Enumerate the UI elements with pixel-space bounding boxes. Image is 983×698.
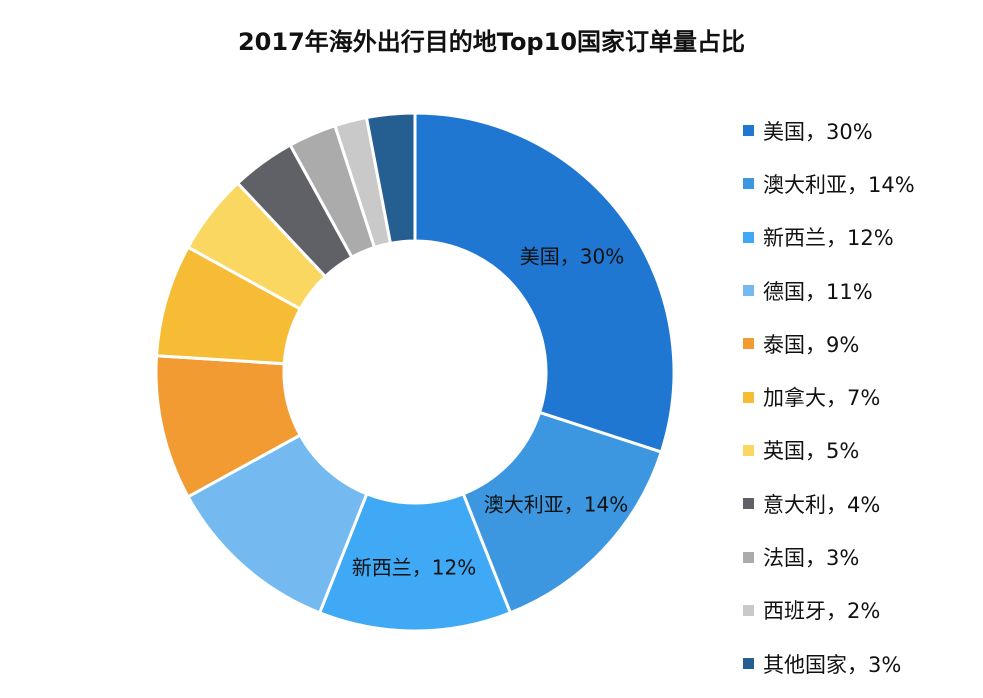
legend-swatch	[743, 125, 754, 137]
legend-swatch	[743, 604, 754, 616]
legend-swatch	[743, 285, 754, 297]
legend-label: 德国，11%	[763, 279, 873, 304]
legend-label: 新西兰，12%	[763, 226, 894, 251]
legend-item: 德国，11%	[743, 264, 915, 317]
legend-swatch	[743, 444, 754, 456]
legend-item: 澳大利亚，14%	[743, 157, 915, 210]
legend-label: 澳大利亚，14%	[763, 172, 915, 197]
legend-label: 泰国，9%	[763, 332, 860, 357]
slice-group	[154, 111, 676, 633]
legend-label: 加拿大，7%	[763, 386, 881, 411]
legend-label: 其他国家，3%	[763, 652, 902, 677]
slice-1	[413, 111, 676, 454]
legend-label: 意大利，4%	[763, 492, 881, 517]
legend-swatch	[743, 391, 754, 403]
legend-swatch	[743, 551, 754, 563]
legend-item: 法国，3%	[743, 530, 915, 583]
slice-label: 美国，30%	[520, 245, 624, 269]
chart-title: 2017年海外出行目的地Top10国家订单量占比	[237, 28, 746, 56]
legend-item: 美国，30%	[743, 104, 915, 157]
slice-11	[364, 111, 417, 246]
legend-swatch	[743, 178, 754, 190]
slice-label: 新西兰，12%	[352, 556, 476, 580]
legend-item: 其他国家，3%	[743, 637, 915, 690]
legend-item: 西班牙，2%	[743, 584, 915, 637]
legend-swatch	[743, 231, 754, 243]
legend-label: 英国，5%	[763, 439, 860, 464]
legend-swatch	[743, 338, 754, 350]
legend-label: 西班牙，2%	[763, 599, 881, 624]
legend-item: 意大利，4%	[743, 477, 915, 530]
legend-label: 法国，3%	[763, 546, 860, 571]
legend-item: 泰国，9%	[743, 317, 915, 370]
legend-label: 美国，30%	[763, 119, 873, 144]
legend-item: 加拿大，7%	[743, 370, 915, 423]
legend-item: 新西兰，12%	[743, 211, 915, 264]
legend-swatch	[743, 498, 754, 510]
legend: 美国，30% 澳大利亚，14% 新西兰，12% 德国，11% 泰国，9% 加拿大，7% 英国…	[743, 104, 915, 690]
legend-item: 英国，5%	[743, 424, 915, 477]
slice-label: 澳大利亚，14%	[484, 493, 628, 517]
slice-label-group: 美国，30% 澳大利亚，14% 新西兰，12%	[352, 245, 628, 580]
legend-swatch	[743, 658, 754, 670]
